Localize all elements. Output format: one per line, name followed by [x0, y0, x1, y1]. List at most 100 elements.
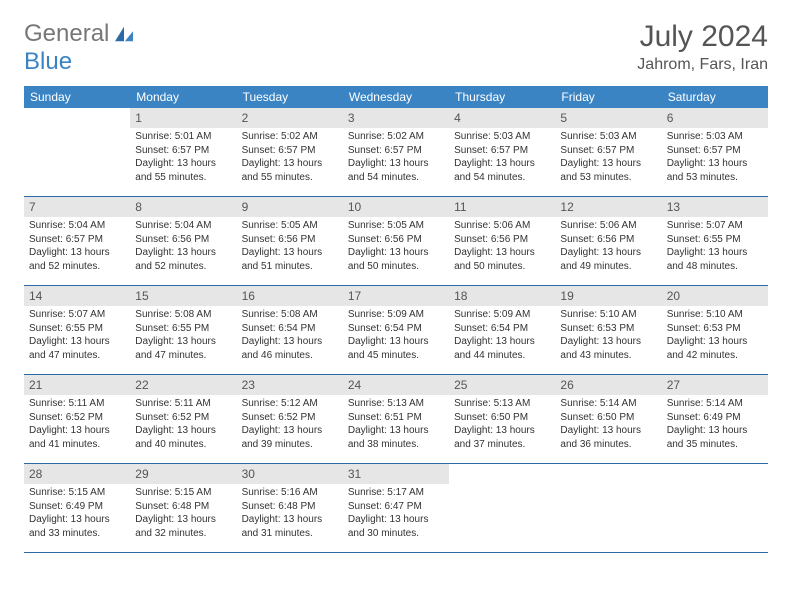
daylight-text: Daylight: 13 hours and 31 minutes. — [242, 513, 338, 540]
day-cell: 11Sunrise: 5:06 AMSunset: 6:56 PMDayligh… — [449, 197, 555, 285]
logo-sail-icon — [113, 25, 135, 43]
sunset-text: Sunset: 6:56 PM — [135, 233, 231, 247]
day-cell: 17Sunrise: 5:09 AMSunset: 6:54 PMDayligh… — [343, 286, 449, 374]
day-number: 11 — [449, 197, 555, 217]
day-body: Sunrise: 5:09 AMSunset: 6:54 PMDaylight:… — [449, 306, 555, 368]
sunset-text: Sunset: 6:51 PM — [348, 411, 444, 425]
daylight-text: Daylight: 13 hours and 38 minutes. — [348, 424, 444, 451]
daylight-text: Daylight: 13 hours and 42 minutes. — [667, 335, 763, 362]
day-number: 24 — [343, 375, 449, 395]
sunset-text: Sunset: 6:57 PM — [348, 144, 444, 158]
sunset-text: Sunset: 6:49 PM — [667, 411, 763, 425]
day-cell: 21Sunrise: 5:11 AMSunset: 6:52 PMDayligh… — [24, 375, 130, 463]
sunset-text: Sunset: 6:55 PM — [667, 233, 763, 247]
dow-cell: Friday — [555, 86, 661, 108]
dow-cell: Saturday — [662, 86, 768, 108]
sunset-text: Sunset: 6:53 PM — [560, 322, 656, 336]
sunrise-text: Sunrise: 5:04 AM — [29, 219, 125, 233]
week-row: 7Sunrise: 5:04 AMSunset: 6:57 PMDaylight… — [24, 197, 768, 286]
day-cell — [555, 464, 661, 552]
sunrise-text: Sunrise: 5:09 AM — [454, 308, 550, 322]
day-cell: 2Sunrise: 5:02 AMSunset: 6:57 PMDaylight… — [237, 108, 343, 196]
week-row: 1Sunrise: 5:01 AMSunset: 6:57 PMDaylight… — [24, 108, 768, 197]
daylight-text: Daylight: 13 hours and 48 minutes. — [667, 246, 763, 273]
daylight-text: Daylight: 13 hours and 41 minutes. — [29, 424, 125, 451]
day-number: 16 — [237, 286, 343, 306]
day-cell — [449, 464, 555, 552]
day-cell: 29Sunrise: 5:15 AMSunset: 6:48 PMDayligh… — [130, 464, 236, 552]
day-body: Sunrise: 5:16 AMSunset: 6:48 PMDaylight:… — [237, 484, 343, 546]
day-number: 2 — [237, 108, 343, 128]
day-cell — [24, 108, 130, 196]
day-number: 9 — [237, 197, 343, 217]
day-number: 21 — [24, 375, 130, 395]
day-body: Sunrise: 5:04 AMSunset: 6:56 PMDaylight:… — [130, 217, 236, 279]
day-body: Sunrise: 5:08 AMSunset: 6:55 PMDaylight:… — [130, 306, 236, 368]
dow-cell: Wednesday — [343, 86, 449, 108]
day-body: Sunrise: 5:14 AMSunset: 6:50 PMDaylight:… — [555, 395, 661, 457]
day-number: 29 — [130, 464, 236, 484]
day-number: 19 — [555, 286, 661, 306]
day-body: Sunrise: 5:15 AMSunset: 6:48 PMDaylight:… — [130, 484, 236, 546]
dow-cell: Sunday — [24, 86, 130, 108]
sunset-text: Sunset: 6:55 PM — [29, 322, 125, 336]
day-cell — [662, 464, 768, 552]
day-number: 22 — [130, 375, 236, 395]
daylight-text: Daylight: 13 hours and 55 minutes. — [242, 157, 338, 184]
daylight-text: Daylight: 13 hours and 49 minutes. — [560, 246, 656, 273]
day-cell: 15Sunrise: 5:08 AMSunset: 6:55 PMDayligh… — [130, 286, 236, 374]
sunrise-text: Sunrise: 5:13 AM — [454, 397, 550, 411]
day-cell: 22Sunrise: 5:11 AMSunset: 6:52 PMDayligh… — [130, 375, 236, 463]
days-of-week-header: SundayMondayTuesdayWednesdayThursdayFrid… — [24, 86, 768, 108]
day-body: Sunrise: 5:13 AMSunset: 6:50 PMDaylight:… — [449, 395, 555, 457]
logo-text-1: General — [24, 20, 109, 48]
day-number: 5 — [555, 108, 661, 128]
sunset-text: Sunset: 6:48 PM — [135, 500, 231, 514]
sunrise-text: Sunrise: 5:05 AM — [242, 219, 338, 233]
daylight-text: Daylight: 13 hours and 52 minutes. — [135, 246, 231, 273]
daylight-text: Daylight: 13 hours and 51 minutes. — [242, 246, 338, 273]
day-cell: 1Sunrise: 5:01 AMSunset: 6:57 PMDaylight… — [130, 108, 236, 196]
day-cell: 30Sunrise: 5:16 AMSunset: 6:48 PMDayligh… — [237, 464, 343, 552]
day-cell: 3Sunrise: 5:02 AMSunset: 6:57 PMDaylight… — [343, 108, 449, 196]
sunrise-text: Sunrise: 5:17 AM — [348, 486, 444, 500]
day-body: Sunrise: 5:03 AMSunset: 6:57 PMDaylight:… — [449, 128, 555, 190]
sunset-text: Sunset: 6:57 PM — [242, 144, 338, 158]
daylight-text: Daylight: 13 hours and 40 minutes. — [135, 424, 231, 451]
sunrise-text: Sunrise: 5:15 AM — [135, 486, 231, 500]
day-body: Sunrise: 5:07 AMSunset: 6:55 PMDaylight:… — [662, 217, 768, 279]
day-number: 12 — [555, 197, 661, 217]
sunrise-text: Sunrise: 5:14 AM — [667, 397, 763, 411]
day-cell: 18Sunrise: 5:09 AMSunset: 6:54 PMDayligh… — [449, 286, 555, 374]
daylight-text: Daylight: 13 hours and 50 minutes. — [348, 246, 444, 273]
day-cell: 16Sunrise: 5:08 AMSunset: 6:54 PMDayligh… — [237, 286, 343, 374]
day-number: 17 — [343, 286, 449, 306]
day-body: Sunrise: 5:05 AMSunset: 6:56 PMDaylight:… — [343, 217, 449, 279]
day-number: 30 — [237, 464, 343, 484]
day-number: 7 — [24, 197, 130, 217]
day-body: Sunrise: 5:04 AMSunset: 6:57 PMDaylight:… — [24, 217, 130, 279]
daylight-text: Daylight: 13 hours and 30 minutes. — [348, 513, 444, 540]
day-body: Sunrise: 5:03 AMSunset: 6:57 PMDaylight:… — [662, 128, 768, 190]
daylight-text: Daylight: 13 hours and 33 minutes. — [29, 513, 125, 540]
sunrise-text: Sunrise: 5:10 AM — [667, 308, 763, 322]
daylight-text: Daylight: 13 hours and 55 minutes. — [135, 157, 231, 184]
sunrise-text: Sunrise: 5:06 AM — [560, 219, 656, 233]
title-block: July 2024 Jahrom, Fars, Iran — [637, 20, 768, 74]
sunset-text: Sunset: 6:52 PM — [135, 411, 231, 425]
day-cell: 6Sunrise: 5:03 AMSunset: 6:57 PMDaylight… — [662, 108, 768, 196]
daylight-text: Daylight: 13 hours and 44 minutes. — [454, 335, 550, 362]
daylight-text: Daylight: 13 hours and 37 minutes. — [454, 424, 550, 451]
daylight-text: Daylight: 13 hours and 36 minutes. — [560, 424, 656, 451]
day-body: Sunrise: 5:06 AMSunset: 6:56 PMDaylight:… — [449, 217, 555, 279]
logo: General — [24, 20, 137, 48]
day-cell: 26Sunrise: 5:14 AMSunset: 6:50 PMDayligh… — [555, 375, 661, 463]
day-number: 13 — [662, 197, 768, 217]
day-cell: 27Sunrise: 5:14 AMSunset: 6:49 PMDayligh… — [662, 375, 768, 463]
day-number: 23 — [237, 375, 343, 395]
daylight-text: Daylight: 13 hours and 45 minutes. — [348, 335, 444, 362]
daylight-text: Daylight: 13 hours and 47 minutes. — [29, 335, 125, 362]
sunrise-text: Sunrise: 5:15 AM — [29, 486, 125, 500]
sunset-text: Sunset: 6:54 PM — [454, 322, 550, 336]
sunset-text: Sunset: 6:52 PM — [242, 411, 338, 425]
